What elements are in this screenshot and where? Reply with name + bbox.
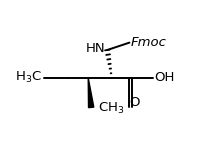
Text: HN: HN [86,42,105,55]
Text: Fmoc: Fmoc [131,36,167,49]
Text: CH$_3$: CH$_3$ [98,101,124,116]
Text: O: O [129,96,140,109]
Text: OH: OH [154,71,175,84]
Polygon shape [88,78,94,108]
Text: H$_3$C: H$_3$C [15,70,42,85]
